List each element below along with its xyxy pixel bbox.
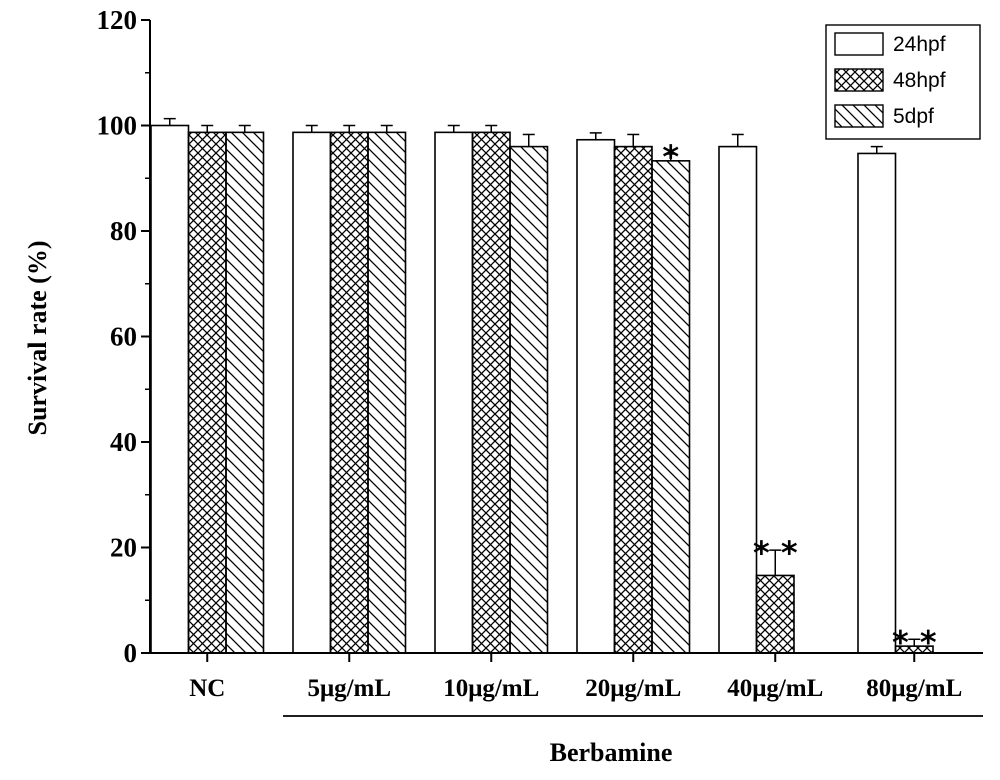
y-tick-label-40: 40 (110, 427, 137, 457)
x-category-label-3: 20μg/mL (585, 675, 681, 702)
x-category-label-0: NC (189, 675, 225, 702)
legend: 24hpf 48hpf 5dpf (825, 24, 981, 140)
axes-layer: 0 20 40 60 80 100 120 NC 5μg/mL 10μg/mL 20μg/mL 40μ… (97, 5, 983, 717)
bar-5dpf-1 (367, 131, 407, 654)
bar-48hpf-0 (187, 131, 227, 654)
legend-swatch-48hpf (834, 68, 884, 92)
legend-swatch-5dpf (834, 104, 884, 128)
y-tick-label-0: 0 (124, 638, 138, 668)
bar-48hpf-3 (613, 145, 653, 654)
x-axis-group-title: Berbamine (550, 738, 673, 767)
x-category-label-1: 5μg/mL (307, 675, 391, 702)
bar-24hpf-5 (857, 152, 897, 654)
bars-layer: * ** ** (150, 117, 937, 661)
bar-24hpf-0 (150, 124, 190, 654)
significance-marker-48hpf-4: * * (753, 534, 798, 572)
legend-swatch-24hpf (834, 32, 884, 56)
y-tick-label-120: 120 (97, 5, 138, 35)
bar-5dpf-2 (509, 145, 549, 654)
y-tick-label-20: 20 (110, 533, 137, 563)
bar-24hpf-4 (718, 145, 758, 654)
legend-label-5dpf: 5dpf (893, 105, 934, 128)
y-tick-label-100: 100 (97, 111, 138, 141)
y-tick-label-80: 80 (110, 216, 137, 246)
bar-48hpf-1 (329, 131, 369, 654)
x-category-label-2: 10μg/mL (443, 675, 539, 702)
bar-48hpf-2 (471, 131, 511, 654)
bar-24hpf-2 (434, 131, 474, 654)
significance-marker-5dpf-3: * (662, 138, 679, 176)
bar-24hpf-3 (576, 138, 616, 654)
bar-5dpf-0 (225, 131, 265, 654)
legend-label-24hpf: 24hpf (893, 33, 946, 56)
y-axis-title: Survival rate (%) (23, 241, 52, 436)
x-category-label-4: 40μg/mL (727, 675, 823, 702)
bar-5dpf-3 (651, 160, 691, 654)
x-category-label-5: 80μg/mL (866, 675, 962, 702)
bar-24hpf-1 (292, 131, 332, 654)
bar-48hpf-4 (755, 574, 795, 654)
legend-label-48hpf: 48hpf (893, 69, 946, 92)
y-tick-label-60: 60 (110, 322, 137, 352)
